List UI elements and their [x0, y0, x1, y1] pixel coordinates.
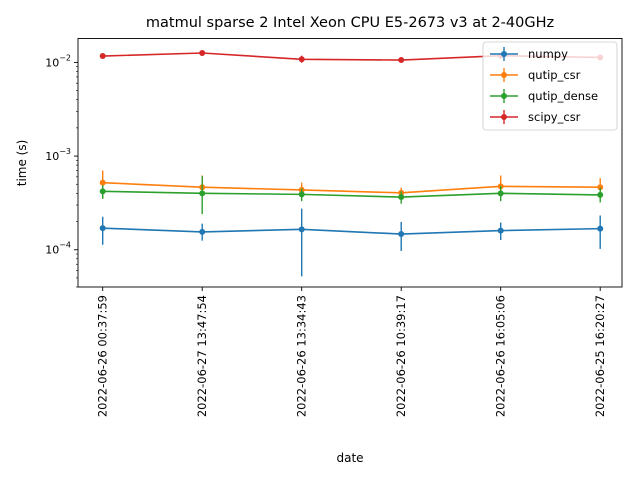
data-point [398, 57, 405, 64]
series-line [102, 190, 601, 198]
legend-label: scipy_csr [528, 110, 581, 124]
legend-marker [501, 72, 507, 78]
x-tick-label: 2022-06-26 10:39:17 [394, 295, 408, 417]
x-tick-label: 2022-06-26 16:05:06 [494, 295, 508, 417]
data-point [597, 191, 604, 198]
x-tick-label: 2022-06-25 16:20:27 [593, 295, 607, 417]
x-tick-label: 2022-06-26 13:34:43 [295, 295, 309, 417]
y-axis-label: time (s) [15, 140, 29, 187]
data-point [497, 190, 504, 197]
y-axis: 10−4 10−3 10−2 [45, 53, 78, 288]
x-tick-label: 2022-06-26 00:37:59 [96, 295, 110, 417]
data-point [398, 231, 405, 238]
x-axis-label: date [336, 451, 363, 465]
data-point [99, 179, 106, 186]
y-tick-label-exponent: −3 [59, 147, 71, 156]
legend-box [482, 41, 618, 131]
legend-marker [501, 93, 507, 99]
data-point [199, 190, 206, 197]
y-tick-label: 10−3 [45, 147, 71, 163]
y-tick-label-exponent: −4 [59, 241, 71, 250]
series-layer [99, 50, 604, 277]
data-point [99, 188, 106, 195]
legend-marker [501, 51, 507, 57]
plot-area-frame [77, 38, 623, 288]
series-numpy [99, 208, 604, 277]
data-point [398, 194, 405, 201]
data-point [99, 53, 106, 60]
legend-marker [501, 114, 507, 120]
x-tick-label: 2022-06-27 13:47:54 [195, 295, 209, 417]
data-point [298, 191, 305, 198]
data-point [298, 226, 305, 233]
chart-title: matmul sparse 2 Intel Xeon CPU E5-2673 v… [146, 15, 554, 31]
data-point [99, 225, 106, 232]
legend-label: qutip_csr [528, 68, 581, 82]
data-point [199, 228, 206, 235]
data-point [298, 56, 305, 63]
y-tick-label: 10−4 [45, 241, 71, 257]
legend-label: qutip_dense [528, 89, 598, 103]
y-tick-label: 10−2 [45, 53, 71, 69]
data-point [497, 227, 504, 234]
data-point [597, 225, 604, 232]
series-line [102, 227, 601, 235]
legend: numpy qutip_csr qutip_dense scipy_csr [482, 41, 618, 131]
series-qutip_dense [99, 176, 604, 215]
legend-label: numpy [528, 47, 568, 61]
data-point [597, 184, 604, 191]
x-axis: 2022-06-26 00:37:59 2022-06-27 13:47:54 20… [96, 287, 607, 417]
y-tick-label-exponent: −2 [59, 53, 71, 62]
data-point [199, 50, 206, 57]
series-line [102, 181, 601, 194]
